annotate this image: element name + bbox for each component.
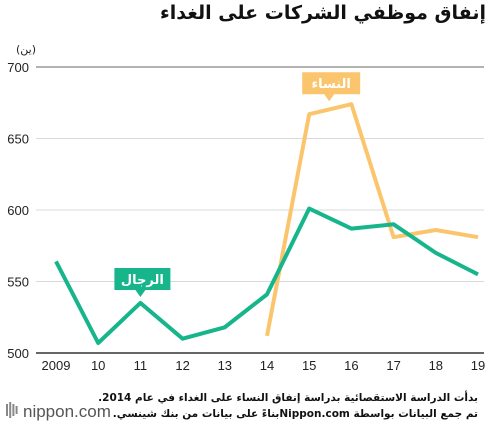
chart-title: إنفاق موظفي الشركات على الغداء bbox=[160, 2, 486, 24]
nippon-logo-icon bbox=[6, 400, 18, 425]
y-tick-label: 550 bbox=[7, 275, 29, 290]
series-labels: الرجال النساء bbox=[114, 72, 361, 297]
series-label-women: النساء bbox=[302, 72, 361, 102]
x-tick-label: 15 bbox=[302, 358, 316, 373]
nippon-logo: nippon.com bbox=[6, 401, 111, 423]
series-label-women-text: النساء bbox=[311, 77, 350, 92]
x-tick-label: 19 bbox=[471, 358, 485, 373]
y-tick-label: 650 bbox=[7, 132, 29, 147]
source-note: بدأت الدراسة الاستقصائية بدراسة إنفاق ال… bbox=[98, 390, 478, 422]
logo-text: nippon.com bbox=[23, 402, 111, 421]
line-chart: 500 550 600 650 700 (ين) 2009 10 11 12 13 14 15 16 1… bbox=[7, 43, 486, 373]
x-tick-label: 17 bbox=[386, 358, 400, 373]
series-line-men bbox=[54, 206, 479, 345]
y-tick-label: 500 bbox=[7, 346, 29, 361]
series-lines bbox=[54, 102, 479, 345]
series-label-women-box bbox=[302, 72, 361, 102]
y-axis-unit: (ين) bbox=[16, 43, 36, 56]
series-label-men: الرجال bbox=[114, 267, 171, 297]
x-tick-label: 13 bbox=[218, 358, 232, 373]
x-axis-ticks: 2009 10 11 12 13 14 15 16 17 18 19 bbox=[42, 358, 486, 373]
x-tick-label: 11 bbox=[134, 358, 148, 373]
x-tick-label: 12 bbox=[175, 358, 189, 373]
note-line-2: تم جمع البيانات بواسطة Nippon.comبناءً ع… bbox=[112, 408, 478, 420]
gridlines bbox=[36, 66, 484, 354]
x-tick-label: 18 bbox=[429, 358, 443, 373]
note-line-1: بدأت الدراسة الاستقصائية بدراسة إنفاق ال… bbox=[98, 392, 478, 404]
x-tick-label: 10 bbox=[91, 358, 105, 373]
series-line-women bbox=[265, 102, 479, 337]
series-label-men-box bbox=[114, 267, 171, 297]
y-tick-label: 700 bbox=[7, 60, 29, 75]
y-tick-label: 600 bbox=[7, 203, 29, 218]
x-tick-label: 14 bbox=[260, 358, 274, 373]
x-tick-label: 2009 bbox=[42, 358, 71, 373]
series-label-men-text: الرجال bbox=[121, 273, 164, 288]
x-tick-label: 16 bbox=[344, 358, 358, 373]
y-axis-ticks: 500 550 600 650 700 bbox=[7, 60, 29, 361]
